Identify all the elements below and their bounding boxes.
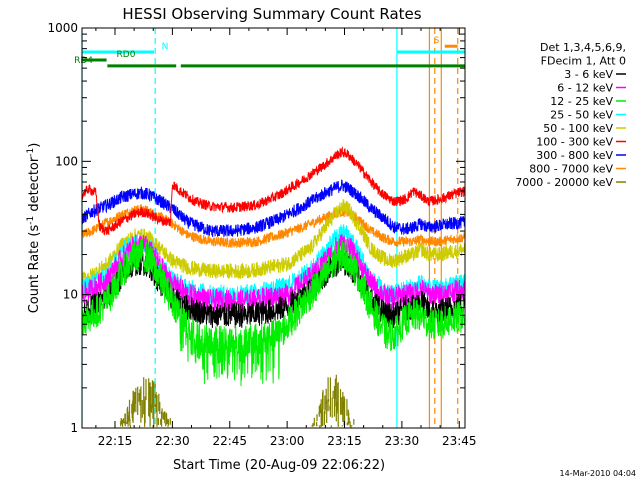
olive-burst-0 — [120, 377, 171, 428]
series-12-25keV-line — [82, 239, 465, 387]
flag-s-label: S — [434, 36, 440, 46]
x-axis-ticks: 22:15 22:30 22:45 23:00 23:15 23:30 23:45 — [95, 28, 477, 448]
y-axis-label: Count Rate (s-1 detector-1) — [26, 143, 42, 314]
flag-rd0-label: RD0 — [117, 50, 136, 60]
timestamp: 14-Mar-2010 04:04 — [560, 469, 637, 478]
legend-label-3: 25 - 50 keV — [550, 109, 613, 122]
y-tick-label-2: 100 — [55, 154, 78, 168]
legend-label-8: 7000 - 20000 keV — [515, 176, 613, 189]
x-tick-label-4: 23:15 — [327, 434, 362, 448]
x-tick-label-5: 23:30 — [385, 434, 420, 448]
legend-label-7: 800 - 7000 keV — [529, 163, 613, 176]
y-tick-label-3: 1000 — [47, 21, 78, 35]
x-tick-label-0: 22:15 — [98, 434, 133, 448]
y-axis-ticks: 1 10 100 1000 — [47, 21, 465, 435]
series-100-300keV-line — [82, 146, 465, 236]
x-tick-label-2: 22:45 — [212, 434, 247, 448]
series-300-800keV-line — [82, 179, 465, 238]
y-tick-label-1: 10 — [63, 288, 78, 302]
x-axis-label: Start Time (20-Aug-09 22:06:22) — [173, 458, 385, 473]
plot-area: N S RD0 RD4 — [74, 28, 465, 428]
legend-label-0: 3 - 6 keV — [564, 68, 613, 81]
y-tick-label-0: 1 — [70, 421, 78, 435]
flag-rd4-label: RD4 — [74, 56, 93, 66]
olive-burst-1 — [311, 374, 355, 428]
legend: Det 1,3,4,5,6,9,FDecim 1, Att 03 - 6 keV… — [515, 41, 626, 189]
flag-n-label: N — [162, 42, 169, 52]
x-tick-label-6: 23:45 — [442, 434, 477, 448]
plot-frame — [81, 27, 466, 429]
legend-label-5: 100 - 300 keV — [536, 136, 613, 149]
x-tick-label-1: 22:30 — [155, 434, 190, 448]
legend-label-2: 12 - 25 keV — [550, 95, 613, 108]
legend-header-0: Det 1,3,4,5,6,9, — [540, 41, 626, 54]
legend-label-4: 50 - 100 keV — [543, 122, 613, 135]
series-50-100keV-line — [82, 198, 465, 286]
legend-label-6: 300 - 800 keV — [536, 149, 613, 162]
legend-label-1: 6 - 12 keV — [557, 82, 613, 95]
legend-header-1: FDecim 1, Att 0 — [541, 55, 626, 68]
x-tick-label-3: 23:00 — [270, 434, 305, 448]
chart-title: HESSI Observing Summary Count Rates — [122, 5, 421, 23]
series-800-7000keV-line — [82, 204, 465, 249]
